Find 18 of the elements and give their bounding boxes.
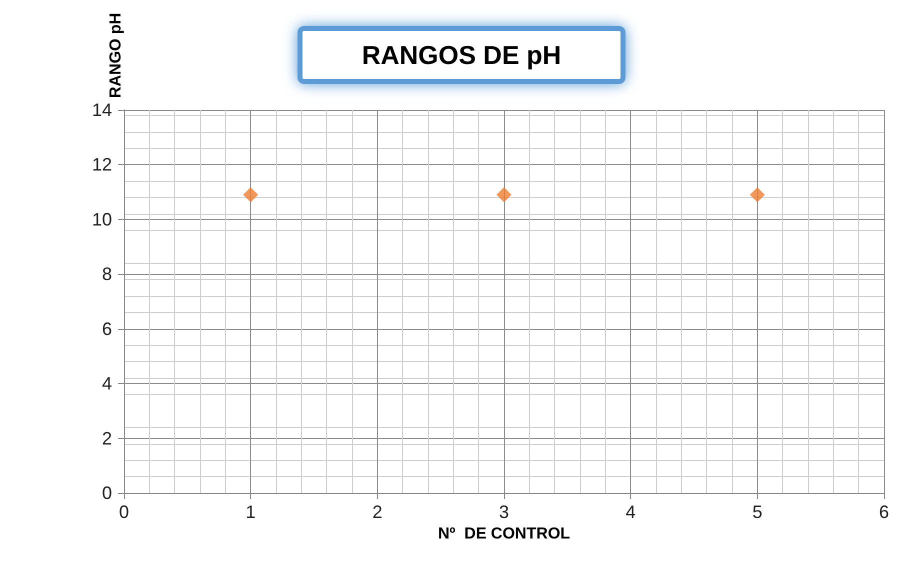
x-tick-label: 4 bbox=[626, 502, 636, 522]
y-tick-label: 0 bbox=[102, 483, 112, 503]
y-tick-label: 4 bbox=[102, 374, 112, 394]
x-tick-label: 6 bbox=[878, 502, 890, 522]
y-tick-label: 12 bbox=[92, 154, 112, 175]
y-tick-label: 6 bbox=[102, 318, 112, 339]
chart-title: RANGOS DE pH bbox=[362, 40, 562, 70]
x-tick-label: 1 bbox=[246, 502, 256, 522]
x-tick-label: 5 bbox=[752, 502, 762, 522]
x-axis-title: Nº DE CONTROL bbox=[438, 525, 570, 542]
x-tick-label: 2 bbox=[372, 502, 382, 522]
y-tick-label: 2 bbox=[102, 428, 112, 448]
x-tick-label: 3 bbox=[498, 502, 510, 522]
y-tick-label: 8 bbox=[102, 264, 112, 284]
y-axis-title: RANGO pH bbox=[108, 12, 124, 98]
y-tick-label: 14 bbox=[92, 100, 112, 120]
x-tick-label: 0 bbox=[118, 502, 130, 522]
y-tick-label: 10 bbox=[92, 209, 112, 230]
